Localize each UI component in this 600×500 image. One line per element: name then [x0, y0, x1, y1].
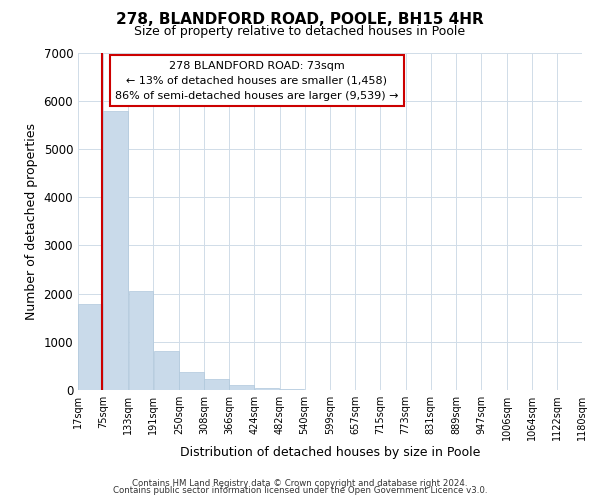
Bar	[78, 304, 103, 390]
Text: Contains HM Land Registry data © Crown copyright and database right 2024.: Contains HM Land Registry data © Crown c…	[132, 478, 468, 488]
Text: Contains public sector information licensed under the Open Government Licence v3: Contains public sector information licen…	[113, 486, 487, 495]
Text: 278 BLANDFORD ROAD: 73sqm
← 13% of detached houses are smaller (1,458)
86% of se: 278 BLANDFORD ROAD: 73sqm ← 13% of detac…	[115, 61, 398, 100]
Bar	[103, 112, 128, 390]
X-axis label: Distribution of detached houses by size in Poole: Distribution of detached houses by size …	[180, 446, 480, 459]
Text: Size of property relative to detached houses in Poole: Size of property relative to detached ho…	[134, 25, 466, 38]
Bar	[229, 384, 254, 390]
Bar	[128, 291, 153, 390]
Bar	[179, 372, 204, 390]
Bar	[205, 379, 229, 390]
Bar	[280, 389, 304, 390]
Text: 278, BLANDFORD ROAD, POOLE, BH15 4HR: 278, BLANDFORD ROAD, POOLE, BH15 4HR	[116, 12, 484, 28]
Y-axis label: Number of detached properties: Number of detached properties	[25, 122, 38, 320]
Bar	[154, 352, 179, 390]
Bar	[254, 388, 279, 390]
